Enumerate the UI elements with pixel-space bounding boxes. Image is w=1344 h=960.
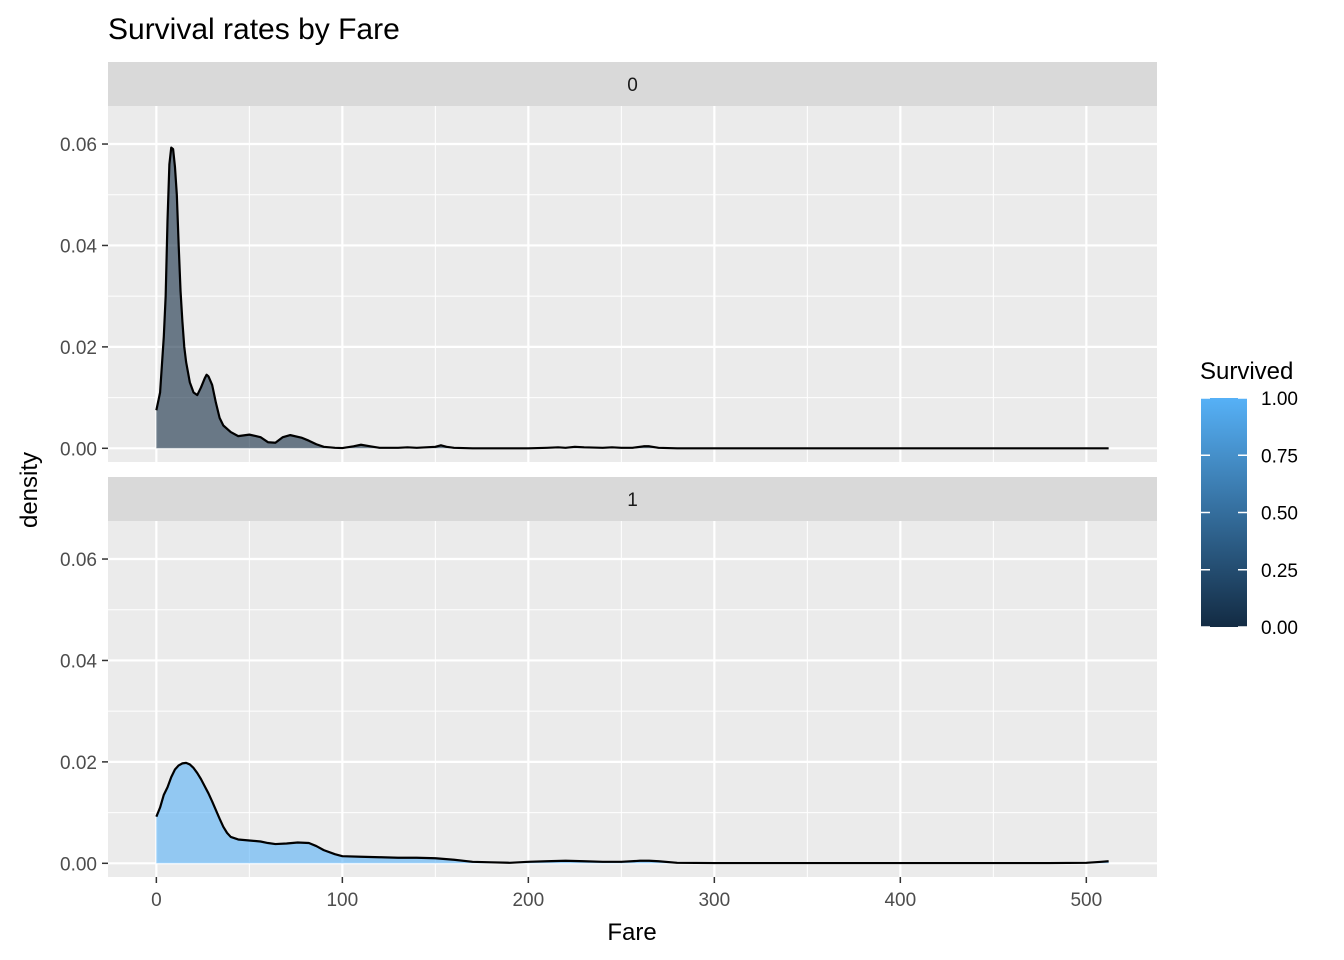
facet-panels: 0 0.00 0.02 0.04 0.06 1 0.00 0.02 0.04 0.06 — [60, 62, 1157, 877]
density-line-survived-0 — [155, 146, 1109, 450]
facet-strip — [108, 477, 1157, 521]
y-tick-label: 0.06 — [60, 135, 97, 156]
panel-background — [108, 106, 1157, 462]
legend-tick-label: 0.50 — [1261, 504, 1298, 525]
y-tick-label: 0.00 — [60, 854, 97, 875]
facet-strip-label: 0 — [627, 75, 638, 96]
y-axis-label: density — [16, 452, 43, 528]
legend-ticks: 0.00 0.25 0.50 0.75 1.00 — [1201, 389, 1298, 639]
x-tick-label: 100 — [326, 890, 358, 911]
x-tick-label: 200 — [512, 890, 544, 911]
y-tick-label: 0.04 — [60, 236, 97, 257]
x-tick-label: 400 — [884, 890, 916, 911]
x-tick-label: 500 — [1070, 890, 1102, 911]
legend-title: Survived — [1200, 358, 1293, 385]
facet-panel-1: 1 0.00 0.02 0.04 0.06 — [60, 477, 1157, 877]
legend-tick-label: 0.75 — [1261, 446, 1298, 467]
panel-background — [108, 521, 1157, 877]
y-tick-label: 0.02 — [60, 338, 97, 359]
facet-panel-0: 0 0.00 0.02 0.04 0.06 — [60, 62, 1157, 462]
x-tick-label: 0 — [151, 890, 162, 911]
x-axis-label: Fare — [607, 919, 656, 946]
density-line-survived-1 — [155, 761, 1109, 865]
y-tick-label: 0.06 — [60, 550, 97, 571]
density-area-survived-1 — [156, 762, 1109, 864]
facet-strip-label: 1 — [627, 490, 638, 511]
facet-strip — [108, 62, 1157, 106]
x-tick-label: 300 — [698, 890, 730, 911]
x-axis: 0 100 200 300 400 500 — [151, 877, 1102, 911]
y-tick-label: 0.00 — [60, 439, 97, 460]
chart-title: Survival rates by Fare — [108, 13, 400, 46]
legend-tick-label: 0.00 — [1261, 618, 1298, 639]
y-tick-label: 0.02 — [60, 753, 97, 774]
y-tick-label: 0.04 — [60, 651, 97, 672]
legend-tick-label: 1.00 — [1261, 389, 1298, 410]
legend: Survived 0.00 0.25 0.50 0.75 1.00 — [1200, 358, 1298, 639]
legend-tick-label: 0.25 — [1261, 561, 1298, 582]
